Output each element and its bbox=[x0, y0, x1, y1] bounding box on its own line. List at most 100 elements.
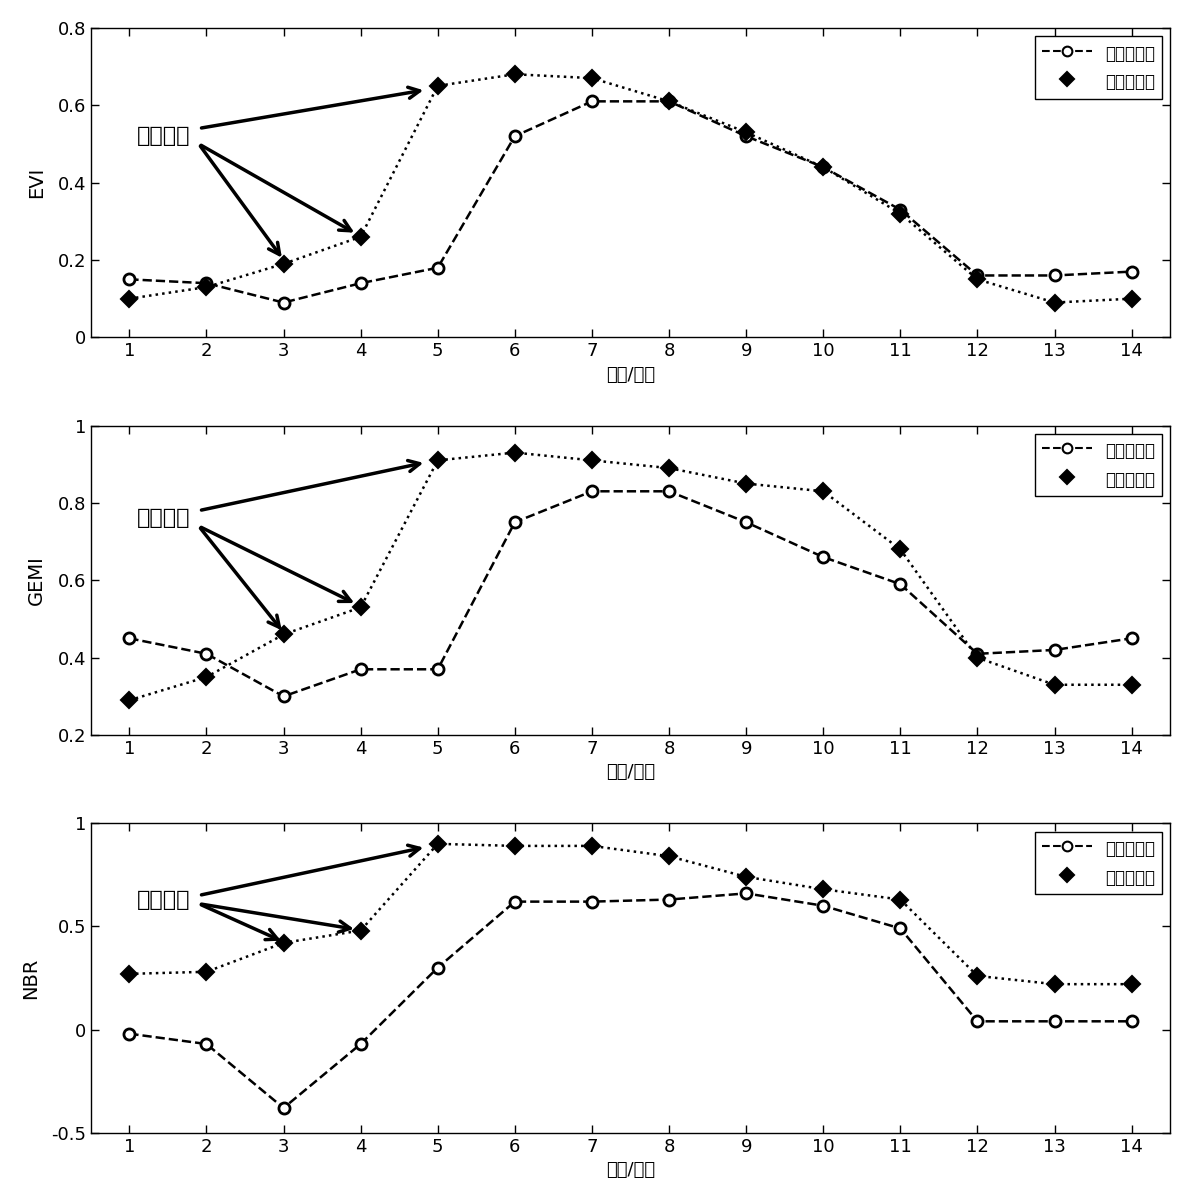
Line: 实际观测値: 实际观测値 bbox=[124, 486, 1137, 702]
Line: 实际观测値: 实际观测値 bbox=[124, 96, 1137, 308]
实际观测値 bbox=[1124, 1014, 1139, 1028]
模型预测値 bbox=[893, 893, 908, 907]
实际观测値 bbox=[199, 647, 213, 661]
实际观测値 bbox=[276, 295, 291, 310]
实际观测値 bbox=[431, 662, 445, 677]
实际观测値 bbox=[276, 689, 291, 703]
模型预测値 bbox=[971, 272, 985, 287]
实际观测値 bbox=[354, 276, 368, 290]
模型预测値 bbox=[738, 870, 753, 884]
模型预测値 bbox=[662, 461, 676, 475]
实际观测値 bbox=[507, 515, 522, 529]
模型预测値 bbox=[354, 923, 368, 937]
X-axis label: 时间/时相: 时间/时相 bbox=[606, 763, 655, 781]
实际观测値 bbox=[971, 269, 985, 283]
模型预测値 bbox=[738, 125, 753, 139]
Text: 异常时刻: 异常时刻 bbox=[137, 889, 191, 910]
实际观测値 bbox=[123, 631, 137, 646]
模型预测値 bbox=[1047, 977, 1061, 991]
模型预测値 bbox=[1047, 678, 1061, 692]
实际观测値 bbox=[893, 203, 908, 217]
实际观测値 bbox=[123, 1026, 137, 1040]
模型预测値 bbox=[585, 839, 599, 853]
实际观测値 bbox=[354, 662, 368, 677]
模型预测値 bbox=[585, 454, 599, 468]
实际观测値 bbox=[893, 922, 908, 936]
实际观测値 bbox=[1047, 269, 1061, 283]
模型预测値 bbox=[276, 936, 291, 950]
模型预测値 bbox=[738, 476, 753, 491]
实际观测値 bbox=[971, 647, 985, 661]
模型预测値 bbox=[971, 968, 985, 983]
实际观测値 bbox=[354, 1037, 368, 1051]
Y-axis label: EVI: EVI bbox=[27, 167, 46, 198]
实际观测値 bbox=[1124, 631, 1139, 646]
Line: 模型预测値: 模型预测値 bbox=[124, 448, 1137, 706]
模型预测値 bbox=[1124, 292, 1139, 306]
模型预测値 bbox=[199, 670, 213, 684]
模型预测値 bbox=[585, 71, 599, 85]
模型预测値 bbox=[276, 257, 291, 271]
模型预测値 bbox=[816, 882, 830, 896]
Line: 实际观测値: 实际观测値 bbox=[124, 888, 1137, 1114]
模型预测値 bbox=[431, 454, 445, 468]
模型预测値 bbox=[199, 965, 213, 979]
模型预测値 bbox=[354, 229, 368, 244]
实际观测値 bbox=[507, 128, 522, 143]
实际观测値 bbox=[507, 894, 522, 908]
模型预测値 bbox=[1124, 977, 1139, 991]
模型预测値 bbox=[816, 160, 830, 174]
实际观测値 bbox=[816, 160, 830, 174]
Text: 异常时刻: 异常时刻 bbox=[137, 509, 191, 528]
实际观测値 bbox=[816, 550, 830, 564]
模型预测値 bbox=[431, 836, 445, 851]
实际观测値 bbox=[199, 1037, 213, 1051]
模型预测値 bbox=[662, 94, 676, 108]
模型预测値 bbox=[816, 484, 830, 498]
实际观测値 bbox=[662, 94, 676, 108]
X-axis label: 时间/时相: 时间/时相 bbox=[606, 1162, 655, 1180]
模型预测値 bbox=[971, 650, 985, 665]
实际观测値 bbox=[662, 893, 676, 907]
实际观测値 bbox=[1047, 1014, 1061, 1028]
模型预测値 bbox=[199, 280, 213, 294]
实际观测値 bbox=[585, 94, 599, 108]
实际观测値 bbox=[662, 484, 676, 498]
Y-axis label: GEMI: GEMI bbox=[27, 556, 46, 605]
实际观测値 bbox=[738, 128, 753, 143]
模型预测値 bbox=[123, 292, 137, 306]
模型预测値 bbox=[507, 445, 522, 460]
Legend: 实际观测値, 模型预测値: 实际观测値, 模型预测値 bbox=[1035, 832, 1162, 894]
实际观测値 bbox=[738, 515, 753, 529]
模型预测値 bbox=[276, 628, 291, 642]
Line: 模型预测値: 模型预测値 bbox=[124, 68, 1137, 308]
实际观测値 bbox=[585, 484, 599, 498]
Y-axis label: NBR: NBR bbox=[20, 958, 39, 998]
模型预测値 bbox=[662, 850, 676, 864]
实际观测値 bbox=[123, 272, 137, 287]
Text: 异常时刻: 异常时刻 bbox=[137, 126, 191, 146]
模型预测値 bbox=[893, 542, 908, 557]
实际观测値 bbox=[431, 960, 445, 974]
实际观测値 bbox=[276, 1100, 291, 1115]
实际观测値 bbox=[816, 899, 830, 913]
Line: 模型预测値: 模型预测値 bbox=[124, 839, 1137, 990]
Legend: 实际观测値, 模型预测値: 实际观测値, 模型预测値 bbox=[1035, 434, 1162, 496]
实际观测値 bbox=[199, 276, 213, 290]
实际观测値 bbox=[893, 577, 908, 592]
Legend: 实际观测値, 模型预测値: 实际观测値, 模型预测値 bbox=[1035, 36, 1162, 98]
模型预测値 bbox=[431, 79, 445, 94]
模型预测値 bbox=[354, 600, 368, 614]
实际观测値 bbox=[431, 260, 445, 275]
X-axis label: 时间/时相: 时间/时相 bbox=[606, 366, 655, 384]
模型预测値 bbox=[123, 967, 137, 982]
实际观测値 bbox=[585, 894, 599, 908]
实际观测値 bbox=[738, 886, 753, 900]
模型预测値 bbox=[507, 67, 522, 82]
模型预测値 bbox=[893, 206, 908, 221]
实际观测値 bbox=[1124, 264, 1139, 278]
模型预测値 bbox=[123, 694, 137, 708]
模型预测値 bbox=[1124, 678, 1139, 692]
实际观测値 bbox=[1047, 643, 1061, 658]
模型预测値 bbox=[1047, 295, 1061, 310]
